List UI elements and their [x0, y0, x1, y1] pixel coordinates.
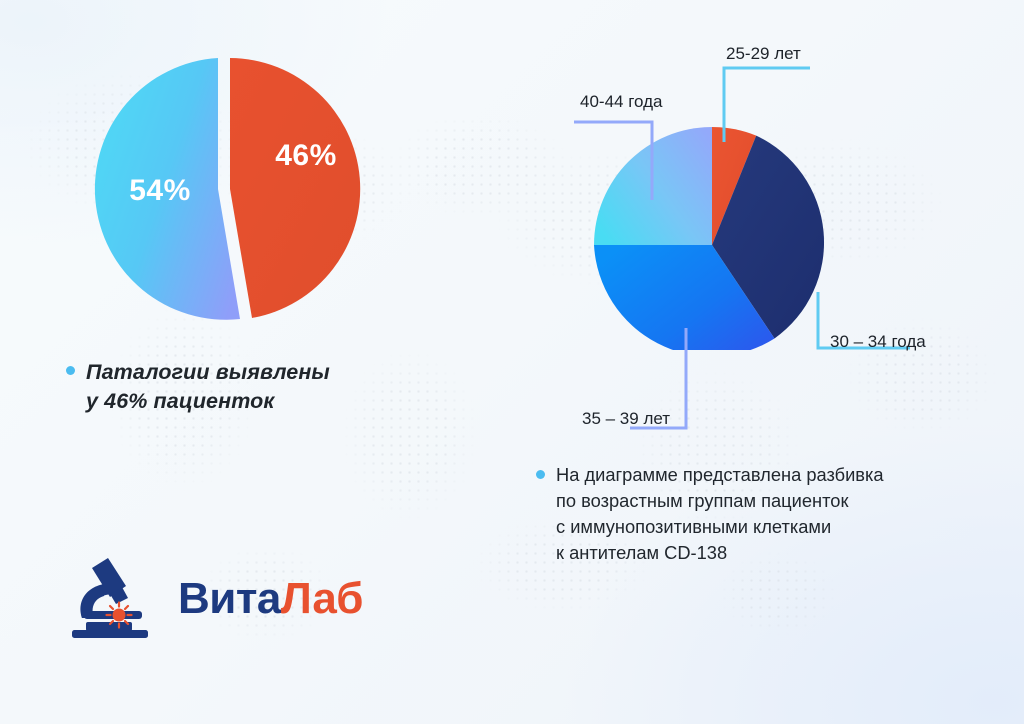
pie-slice-age-40-44[interactable] — [594, 127, 712, 245]
age-groups-pie-svg — [594, 127, 825, 350]
brand-name-part1: Вита — [178, 574, 281, 623]
pie-slice-age-25-29[interactable] — [712, 127, 757, 245]
bullet-dot-icon — [536, 470, 545, 479]
pathologies-caption: Паталогии выявлены у 46% пациенток — [66, 358, 330, 416]
age-groups-pie-chart — [540, 30, 860, 350]
pie-label-46-percent: 46% — [275, 139, 337, 172]
microscope-icon — [72, 558, 148, 638]
age-groups-caption: На диаграмме представлена разбивка по во… — [536, 462, 884, 566]
brand-logo: ВитаЛаб — [70, 556, 363, 642]
slice-label-age-30-34: 30 – 34 года — [830, 332, 926, 351]
bullet-dot-icon — [66, 366, 75, 375]
pie-label-54-percent: 54% — [129, 174, 191, 207]
brand-name: ВитаЛаб — [178, 577, 363, 621]
pie-slice-46-percent[interactable] — [230, 58, 361, 318]
pathologies-pie-svg: 54% 46% — [94, 58, 361, 320]
slice-label-age-25-29: 25-29 лет — [726, 44, 801, 63]
slice-label-age-40-44: 40-44 года — [580, 92, 663, 111]
pathologies-pie-chart: 54% 46% — [70, 40, 390, 340]
age-groups-caption-text: На диаграмме представлена разбивка по во… — [556, 464, 884, 563]
pie-slice-54-percent[interactable] — [94, 58, 240, 320]
pie-slice-age-30-34[interactable] — [712, 135, 825, 339]
slice-label-age-35-39: 35 – 39 лет — [582, 409, 671, 428]
pathologies-caption-text: Паталогии выявлены у 46% пациенток — [86, 360, 330, 413]
pie-slice-age-35-39[interactable] — [594, 245, 775, 350]
brand-name-part2: Лаб — [280, 574, 364, 623]
